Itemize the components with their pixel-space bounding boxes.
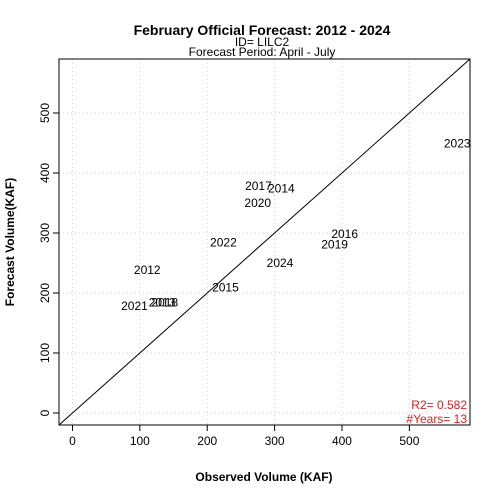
y-axis-ticks: 0 100 200 300 400 500 <box>38 103 59 416</box>
point-label-2013: 2013 <box>149 296 176 310</box>
chart-subtitle-id: ID= LILC2 <box>235 35 290 49</box>
y-tick-label: 100 <box>38 343 52 363</box>
years-stat: #Years= 13 <box>406 412 467 426</box>
x-tick-label: 200 <box>197 434 217 448</box>
grid-lines <box>59 59 470 425</box>
chart-title: February Official Forecast: 2012 - 2024 <box>134 22 391 38</box>
x-tick-label: 300 <box>265 434 285 448</box>
point-label-2021: 2021 <box>121 299 148 313</box>
x-axis-label: Observed Volume (KAF) <box>195 470 332 484</box>
data-point-labels: 2012 2013 2014 2015 2016 2017 2018 2019 2020 2021… <box>121 137 471 314</box>
point-label-2023: 2023 <box>444 137 471 151</box>
point-label-2024: 2024 <box>267 256 294 270</box>
point-label-2019: 2019 <box>321 237 348 251</box>
y-tick-label: 200 <box>38 283 52 303</box>
y-tick-label: 0 <box>38 409 52 416</box>
point-label-2012: 2012 <box>134 263 161 277</box>
point-label-2022: 2022 <box>210 236 237 250</box>
x-tick-label: 500 <box>399 434 419 448</box>
chart-subtitle-period: Forecast Period: April - July <box>189 45 336 59</box>
y-tick-label: 300 <box>38 223 52 243</box>
point-label-2015: 2015 <box>212 281 239 295</box>
point-label-2018: 2018 <box>151 296 178 310</box>
x-axis-ticks: 0 100 200 300 400 500 <box>69 425 420 448</box>
point-label-2020: 2020 <box>244 196 271 210</box>
x-tick-label: 100 <box>130 434 150 448</box>
r2-stat: R2= 0.582 <box>411 398 467 412</box>
point-label-2014: 2014 <box>268 182 295 196</box>
point-label-2017: 2017 <box>245 179 272 193</box>
plot-frame <box>58 58 471 426</box>
y-tick-label: 400 <box>38 163 52 183</box>
point-label-2016: 2016 <box>331 227 358 241</box>
y-axis-label: Forecast Volume(KAF) <box>3 178 17 306</box>
x-tick-label: 400 <box>332 434 352 448</box>
one-to-one-line <box>58 58 471 426</box>
x-tick-label: 0 <box>69 434 76 448</box>
y-tick-label: 500 <box>38 103 52 123</box>
reference-line-layer <box>58 58 471 426</box>
